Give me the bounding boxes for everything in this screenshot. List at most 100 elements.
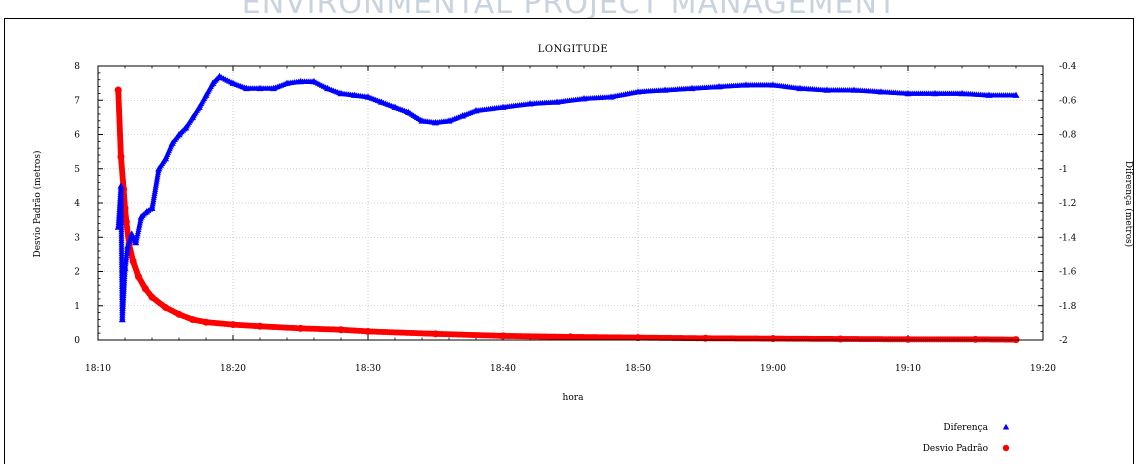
y-axis-right-title: Diferença (metros) [1123,161,1134,247]
diferenca-point [931,89,939,97]
diferenca-point [904,89,912,97]
watermark-text: ENVIRONMENTAL PROJECT MANAGEMENT [241,0,898,21]
desvio-padrao-point [162,303,169,311]
diferenca-point [580,95,588,102]
desvio-padrao-point [337,326,345,334]
desvio-padrao-point [256,322,264,330]
legend-label: Diferença [943,423,988,433]
diferenca-point [472,107,480,114]
diferenca-point [742,81,750,88]
diferenca-point [432,119,439,126]
y-right-tick-label: -1.6 [1059,268,1077,278]
series-points [114,72,1020,344]
diferenca-point [405,108,412,116]
desvio-padrao-point [499,332,507,340]
diferenca-point [769,81,777,88]
desvio-padrao-point [135,273,142,281]
desvio-padrao-point [175,310,183,318]
diferenca-point [634,88,642,95]
x-tick-label: 18:10 [85,364,111,374]
x-tick-label: 19:00 [760,364,786,374]
tick-labels: 18:10 18:20 18:30 18:40 18:50 19:00 19:10 19:20… [74,62,1076,374]
diferenca-point [418,117,426,124]
diferenca-point [607,93,615,100]
desvio-padrao-point [148,293,156,301]
diferenca-point [985,91,993,98]
y-left-tick-label: 4 [74,199,80,209]
x-tick-label: 18:50 [625,364,651,374]
chart-title: LONGITUDE [538,44,608,55]
y-right-tick-label: -2 [1059,336,1068,346]
x-tick-label: 18:20 [220,364,246,374]
desvio-padrao-point [114,86,122,94]
desvio-padrao-point [702,334,709,342]
x-tick-label: 19:10 [895,364,921,374]
y-right-tick-label: -0.4 [1059,62,1077,72]
y-right-tick-label: -1.2 [1059,199,1076,209]
diferenca-point [124,242,132,249]
diferenca-point [297,77,304,85]
diferenca-point [796,84,804,92]
legend-label: Desvio Padrão [923,443,988,454]
diferenca-point [850,86,858,93]
y-right-tick-label: -1.4 [1059,233,1077,243]
diferenca-point [553,98,561,105]
diferenca-point [168,139,176,146]
diferenca-point [823,86,831,93]
diferenca-point [128,230,136,237]
y-left-tick-label: 0 [74,336,80,346]
plot-area [97,65,1044,341]
diferenca-point [132,238,140,246]
diferenca-point [143,208,151,215]
y-left-tick-label: 1 [74,302,80,312]
diferenca-point [182,124,190,131]
desvio-padrao-point [189,315,196,323]
x-tick-label: 18:40 [490,364,516,374]
diferenca-point [209,79,217,86]
y-left-tick-label: 5 [74,165,80,175]
diferenca-point [378,98,385,105]
diferenca-point [118,315,126,323]
desvio-padrao-point [297,324,304,332]
desvio-padrao-point [141,285,149,293]
diferenca-point [148,204,156,211]
diferenca-point [202,91,210,98]
y-axis-left-title: Desvio Padrão (metros) [32,151,43,258]
diferenca-point [337,89,345,97]
diferenca-point [958,89,966,97]
desvio-padrao-point [567,333,574,341]
diferenca-point [114,223,122,230]
diferenca-point [445,117,453,124]
desvio-padrao-point [229,321,237,329]
desvio-padrao-point [837,335,844,343]
y-left-tick-label: 7 [74,96,80,106]
desvio-padrao-point [122,218,130,226]
desvio-padrao-point [972,335,979,343]
diferenca-point [270,84,277,92]
desvio-padrao-point [432,330,439,338]
diferenca-point [688,84,696,92]
diferenca-point [256,84,264,92]
x-tick-label: 19:20 [1030,364,1056,374]
y-right-tick-label: -1.8 [1059,302,1077,312]
diferenca-point [155,165,163,172]
desvio-padrao-point [202,318,210,326]
diferenca-point [351,91,358,98]
diferenca-point [283,79,291,86]
legend-marker-circle [1002,444,1010,452]
diferenca-point [459,112,466,119]
desvio-padrao-point [117,153,125,161]
y-left-tick-label: 6 [74,131,80,141]
diferenca-point [162,154,169,162]
diferenca-point [499,103,507,110]
y-left-tick-label: 8 [74,62,80,72]
diferenca-point [391,103,399,110]
diferenca-point [229,79,237,86]
desvio-padrao-point [634,334,642,342]
y-left-tick-label: 3 [74,233,80,243]
y-right-tick-label: -0.6 [1059,96,1077,106]
diferenca-point [364,93,372,100]
diferenca-point [117,182,125,189]
x-axis-title: hora [563,393,585,403]
